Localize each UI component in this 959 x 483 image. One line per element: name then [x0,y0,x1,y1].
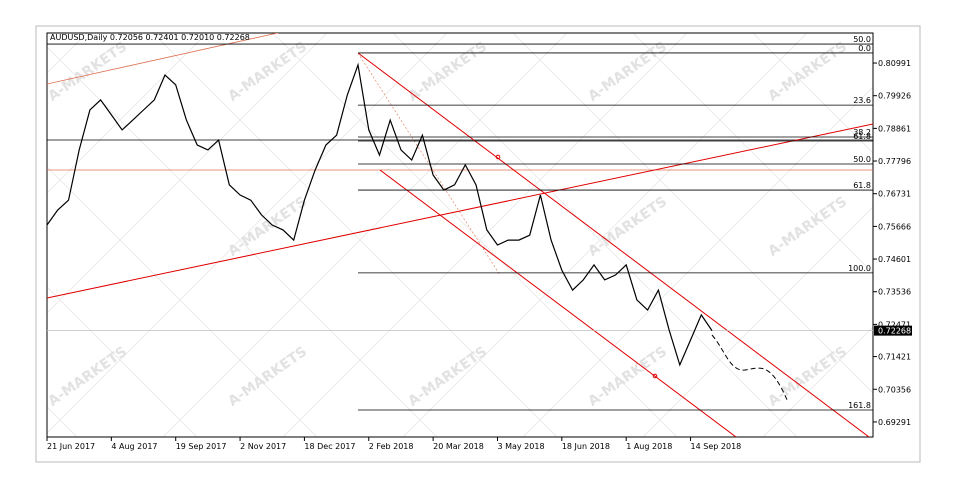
y-tick-label: 0.74601 [878,255,911,264]
y-tick-label: 0.76731 [878,190,911,199]
last-price-box [874,325,912,336]
chart-title: AUDUSD,Daily 0.72056 0.72401 0.72010 0.7… [50,33,250,42]
x-tick-label: 14 Sep 2018 [691,442,742,451]
fib-label: 0.0 [858,44,871,53]
fib-label: 23.6 [853,96,871,105]
fib-label: 61.8 [853,181,871,190]
y-tick-label: 0.72471 [878,320,911,329]
y-tick-label: 0.78861 [878,124,911,133]
x-tick-label: 1 Aug 2018 [626,442,672,451]
fib-label: 50.0 [853,35,871,44]
fib-label: 61.8 [853,132,871,141]
projection [711,334,789,403]
x-tick-label: 2 Nov 2017 [240,442,286,451]
fib-label: 161.8 [848,401,871,410]
fib-label: 38.2 [853,128,871,137]
anchor [495,154,501,160]
y-tick-label: 0.75666 [878,222,911,231]
anchor [652,373,658,379]
channel-line [357,52,870,437]
y-tick-label: 0.69291 [878,418,911,427]
x-tick-label: 19 Sep 2017 [176,442,227,451]
x-tick-label: 18 Dec 2017 [304,442,355,451]
channel-line [379,169,737,437]
fib-levels [47,43,873,411]
drawings [47,33,873,437]
x-tick-label: 4 Aug 2017 [111,442,157,451]
trend-line [47,123,873,299]
plot-area [46,32,874,438]
y-tick-label: 0.80991 [878,59,911,68]
x-tick-label: 18 Jun 2018 [562,442,610,451]
fib-label: 50.0 [853,155,871,164]
x-tick-label: 21 Jun 2017 [47,442,95,451]
y-tick-label: 0.79926 [878,92,911,101]
y-tick-label: 0.71421 [878,353,911,362]
y-tick-label: 0.77796 [878,157,911,166]
y-tick-label: 0.73536 [878,288,911,297]
x-tick-label: 20 Mar 2018 [433,442,484,451]
last-price-label: 0.72268 [878,327,911,336]
y-tick-label: 0.70356 [878,385,911,394]
x-tick-label: 2 Feb 2018 [369,442,414,451]
fib-label: 100.0 [848,264,871,273]
trend-line [47,33,280,85]
x-tick-label: 3 May 2018 [497,442,544,451]
price-line [46,62,713,367]
